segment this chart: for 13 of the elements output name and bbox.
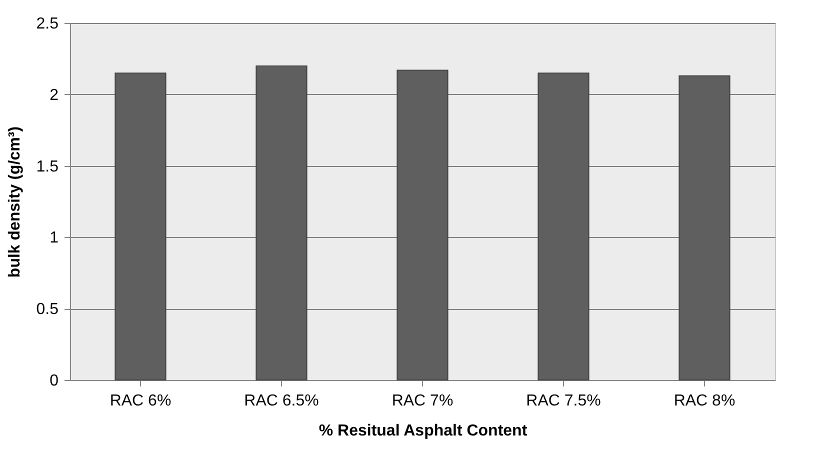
y-axis-title: bulk density (g/cm³) [6,126,24,278]
x-tick-label: RAC 7% [392,392,454,410]
x-tick-label: RAC 8% [674,392,736,410]
y-tick-label: 2.5 [36,16,59,32]
x-tick-label: RAC 7.5% [526,392,601,410]
y-tick-label: 0.5 [36,301,59,318]
y-tick-label: 1 [50,230,59,247]
y-tick-label: 2 [50,86,59,104]
x-tick-label: RAC 6% [110,392,172,410]
x-axis-title: % Resitual Asphalt Content [318,422,528,440]
y-tick-label: 0 [50,372,59,390]
x-tick-label: RAC 6.5% [244,392,319,410]
y-tick-label: 1.5 [36,158,59,176]
